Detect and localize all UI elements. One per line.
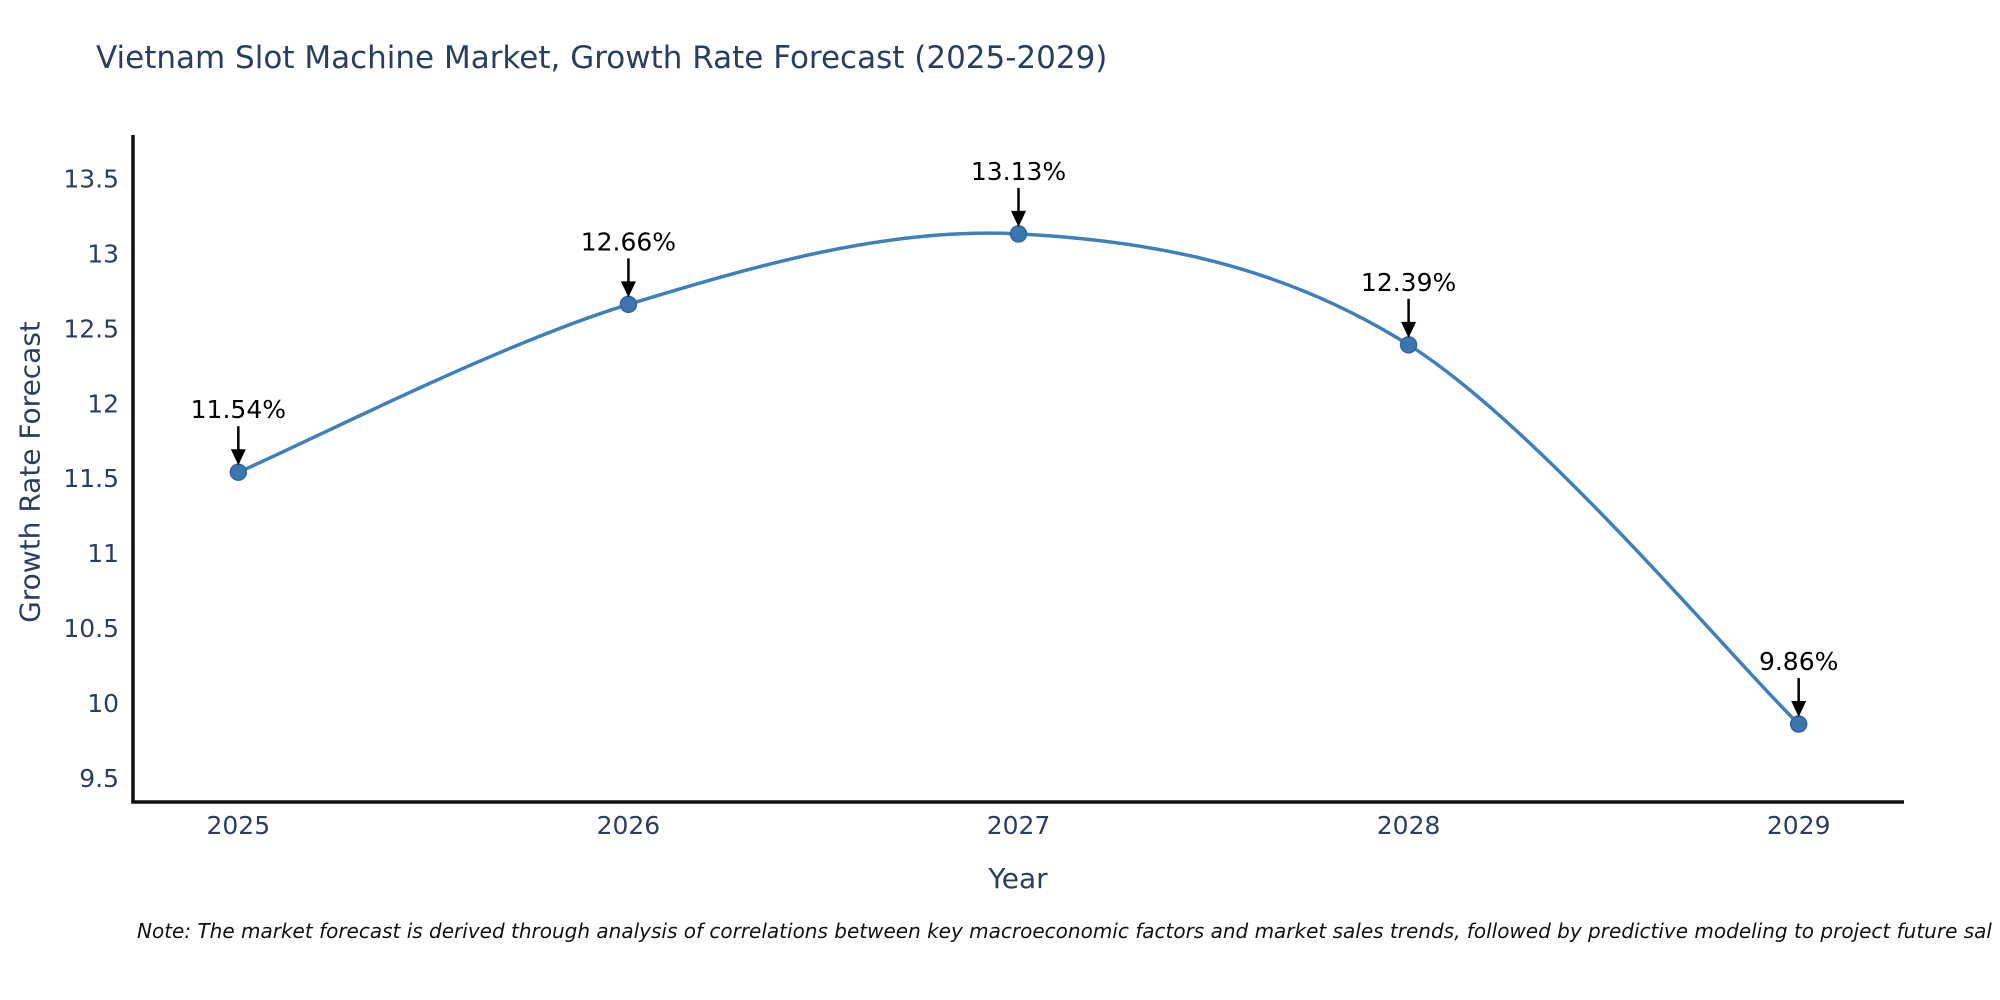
- y-axis-title: Growth Rate Forecast: [13, 321, 47, 623]
- x-tick-label: 2025: [207, 811, 271, 840]
- y-tick-label: 10: [87, 689, 119, 718]
- x-tick-label: 2029: [1767, 811, 1831, 840]
- data-point-marker[interactable]: [1009, 225, 1028, 243]
- y-tick-label: 9.5: [79, 764, 119, 793]
- annotation-arrowhead-icon: [1791, 701, 1807, 718]
- y-tick-label: 12: [87, 389, 119, 418]
- annotation-arrowhead-icon: [230, 449, 246, 466]
- data-point-label: 11.54%: [191, 395, 286, 424]
- y-tick-label: 12.5: [63, 314, 119, 343]
- data-point-label: 13.13%: [971, 157, 1066, 186]
- x-tick-label: 2028: [1377, 811, 1441, 840]
- y-tick-label: 11: [87, 539, 119, 568]
- data-point-marker[interactable]: [1399, 336, 1418, 354]
- annotation-arrowhead-icon: [620, 281, 636, 298]
- chart-title: Vietnam Slot Machine Market, Growth Rate…: [96, 40, 1108, 76]
- data-point-marker[interactable]: [619, 295, 638, 314]
- x-axis-title: Year: [988, 862, 1048, 895]
- data-point-label: 9.86%: [1759, 647, 1838, 676]
- data-point-label: 12.66%: [581, 227, 676, 256]
- data-point-marker[interactable]: [229, 463, 248, 481]
- x-tick-label: 2027: [987, 811, 1051, 840]
- x-tick-label: 2026: [597, 811, 661, 840]
- y-tick-label: 10.5: [63, 614, 119, 643]
- chart-note: Note: The market forecast is derived thr…: [137, 919, 1992, 943]
- annotation-arrowhead-icon: [1401, 321, 1417, 338]
- annotation-arrowhead-icon: [1011, 210, 1026, 227]
- y-tick-label: 13.5: [63, 164, 119, 193]
- trend-line: [237, 231, 1800, 726]
- y-tick-label: 13: [87, 239, 119, 268]
- data-point-label: 12.39%: [1361, 268, 1456, 297]
- y-tick-label: 11.5: [63, 464, 119, 493]
- data-point-marker[interactable]: [1789, 715, 1808, 733]
